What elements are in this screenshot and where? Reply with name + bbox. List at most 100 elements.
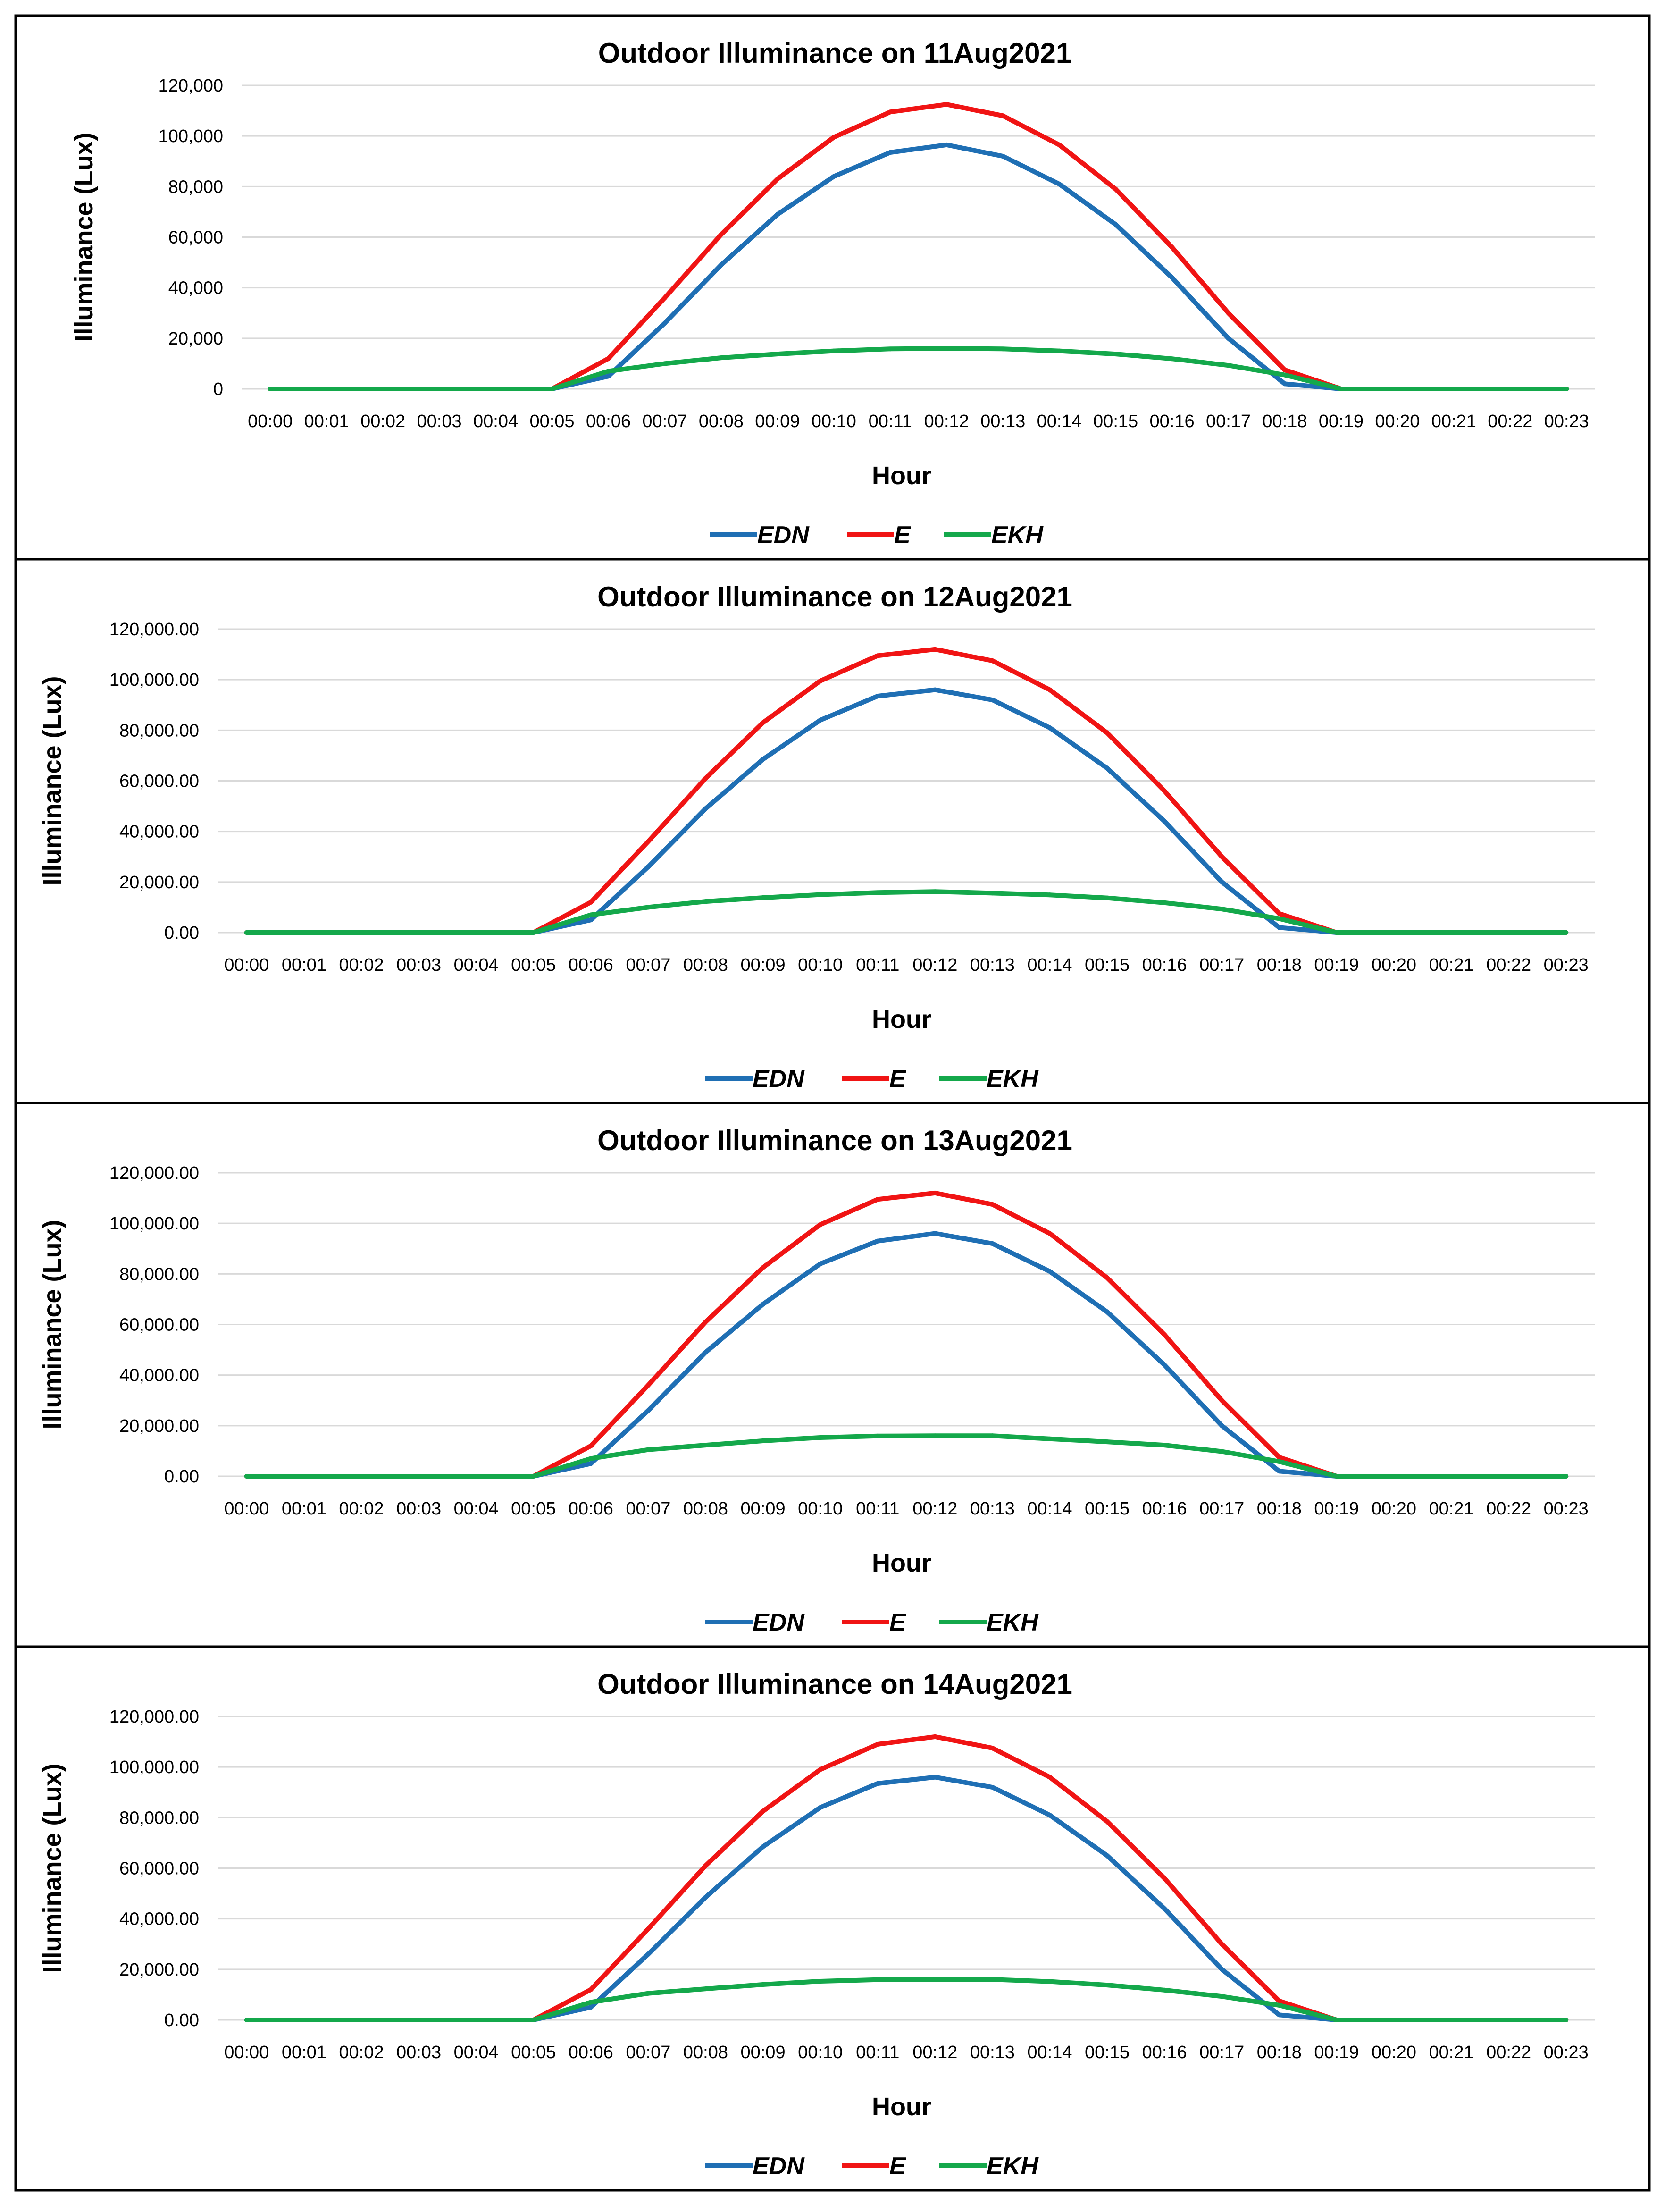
chart-2-x-tick-label: 00:14 [1027, 955, 1072, 975]
chart-4-series-ekh-point [818, 1979, 823, 1984]
chart-1-series-edn-line [268, 142, 1569, 391]
chart-4-x-axis-title: Hour [872, 2093, 931, 2121]
chart-2-series-e-point [875, 653, 880, 658]
chart-1-y-tick-label: 100,000 [159, 126, 223, 146]
chart-1-legend-e-label: E [894, 521, 911, 549]
chart-4-x-tick-label: 00:02 [339, 2043, 384, 2062]
chart-1-x-tick-label: 00:13 [980, 412, 1025, 431]
chart-4-legend-ekh-label: EKH [987, 2153, 1039, 2180]
chart-2-series-ekh-point [875, 890, 880, 895]
chart-4-series-ekh-point [359, 2018, 364, 2022]
chart-4-series-edn-point [932, 1775, 937, 1780]
chart-3-series-ekh-point [645, 1447, 651, 1452]
chart-1-series-edn-point [606, 374, 611, 379]
chart-2-series-e-point [932, 647, 937, 652]
chart-4-x-tick-label: 00:21 [1429, 2043, 1473, 2062]
chart-2-x-tick-label: 00:23 [1544, 955, 1589, 975]
chart-3-series-edn-point [1047, 1269, 1052, 1274]
chart-3-x-axis-title: Hour [872, 1549, 931, 1577]
chart-2-x-tick-label: 00:06 [569, 955, 613, 975]
chart-2-x-tick-label: 00:16 [1142, 955, 1187, 975]
chart-2-series-ekh-point [244, 930, 249, 935]
chart-3-series-ekh-point [1219, 1449, 1224, 1454]
chart-4-x-tick-label: 00:03 [396, 2043, 441, 2062]
chart-3-x-tick-label: 00:22 [1486, 1499, 1531, 1519]
chart-3-x-tick-label: 00:07 [626, 1499, 670, 1519]
chart-4-series-ekh-point [1334, 2018, 1339, 2022]
chart-4-series-edn-point [588, 2005, 594, 2010]
chart-4-series-edn-point [761, 1844, 766, 1849]
chart-2-x-tick-label: 00:01 [282, 955, 326, 975]
chart-2-x-tick-label: 00:02 [339, 955, 384, 975]
chart-1-x-tick-label: 00:03 [417, 412, 462, 431]
chart-2-series-edn-point [1219, 879, 1224, 884]
chart-2-x-axis-title: Hour [872, 1005, 931, 1034]
chart-3-x-tick-label: 00:10 [798, 1499, 843, 1519]
chart-4-x-tick-label: 00:23 [1544, 2043, 1589, 2062]
chart-4-x-tick-label: 00:07 [626, 2043, 670, 2062]
chart-3-series-ekh-point [244, 1474, 249, 1479]
chart-3-x-tick-label: 00:11 [856, 1499, 899, 1519]
chart-2-x-tick-label: 00:10 [798, 955, 843, 975]
chart-4-x-tick-label: 00:11 [856, 2043, 899, 2062]
chart-2-y-tick-label: 80,000.00 [119, 721, 199, 740]
chart-4-series-e-point [1219, 1942, 1224, 1947]
chart-4-y-tick-label: 120,000.00 [109, 1707, 199, 1727]
chart-2-series-ekh-point [761, 895, 766, 900]
chart-1-series-edn-point [1170, 275, 1175, 280]
chart-1-series-ekh-point [1564, 387, 1569, 391]
chart-4-series-ekh-point [588, 2000, 594, 2005]
chart-4-series-edn-point [818, 1805, 823, 1810]
chart-4-series-ekh-point [761, 1982, 766, 1987]
chart-2-x-tick-label: 00:00 [224, 955, 269, 975]
chart-2-series-ekh-point [645, 905, 651, 910]
chart-1-x-tick-label: 00:16 [1150, 412, 1195, 431]
chart-4-series-e-point [645, 1926, 651, 1932]
chart-1-x-tick-label: 00:23 [1544, 412, 1589, 431]
chart-1-series-ekh-point [324, 387, 329, 391]
chart-3-x-tick-label: 00:23 [1544, 1499, 1589, 1519]
chart-3-y-tick-label: 40,000.00 [119, 1366, 199, 1386]
chart-2-series-ekh-point [301, 930, 307, 935]
chart-2-series-edn-point [645, 864, 651, 869]
chart-4-y-tick-label: 60,000.00 [119, 1859, 199, 1879]
chart-1-x-tick-label: 00:01 [304, 412, 349, 431]
chart-1-series-e-point [606, 356, 611, 361]
chart-3-series-ekh-point [1047, 1436, 1052, 1441]
chart-3-series-ekh-point [703, 1443, 708, 1448]
chart-2-series-ekh-point [359, 930, 364, 935]
chart-1-series-e-point [1170, 244, 1175, 250]
chart-4-series-edn-point [1104, 1853, 1110, 1858]
chart-2-y-tick-label: 40,000.00 [119, 822, 199, 842]
chart-1-series-e-point [1282, 367, 1287, 372]
chart-1-x-tick-label: 00:11 [869, 412, 912, 431]
chart-3-series-edn-point [703, 1350, 708, 1355]
chart-2-y-axis-title: Illuminance (Lux) [38, 676, 67, 885]
chart-3-series-edn-point [761, 1302, 766, 1307]
chart-1-series-ekh-point [944, 346, 949, 351]
chart-4-series-ekh-point [932, 1977, 937, 1982]
chart-3-x-tick-label: 00:20 [1372, 1499, 1416, 1519]
chart-2-series-e-point [1277, 911, 1282, 916]
chart-2-series-ekh-point [990, 891, 995, 896]
chart-1-y-tick-label: 40,000 [168, 278, 223, 298]
chart-1-series-ekh-line [268, 346, 1569, 391]
chart-1-x-tick-label: 00:00 [248, 412, 293, 431]
chart-4-x-tick-label: 00:19 [1314, 2043, 1359, 2062]
chart-1-x-tick-label: 00:09 [755, 412, 800, 431]
chart-2-series-ekh-point [474, 930, 479, 935]
chart-1-panel: Outdoor Illuminance on 11Aug2021 0 20,000 4… [70, 37, 1595, 549]
chart-4-legend-e-label: E [889, 2153, 906, 2180]
chart-3-series-e-point [645, 1383, 651, 1388]
chart-4-x-tick-label: 00:10 [798, 2043, 843, 2062]
chart-2-series-ekh-point [1219, 907, 1224, 912]
chart-2-x-tick-label: 00:17 [1199, 955, 1244, 975]
chart-1-series-ekh-point [1057, 348, 1062, 353]
chart-1-series-edn-point [944, 142, 949, 147]
chart-4-series-edn-point [645, 1951, 651, 1957]
chart-2-series-edn-point [1277, 925, 1282, 930]
chart-1-series-ekh-point [1395, 387, 1400, 391]
chart-2-series-edn-line [244, 687, 1569, 935]
chart-1-y-tick-label: 20,000 [168, 329, 223, 349]
chart-4-series-ekh-point [1162, 1987, 1167, 1993]
